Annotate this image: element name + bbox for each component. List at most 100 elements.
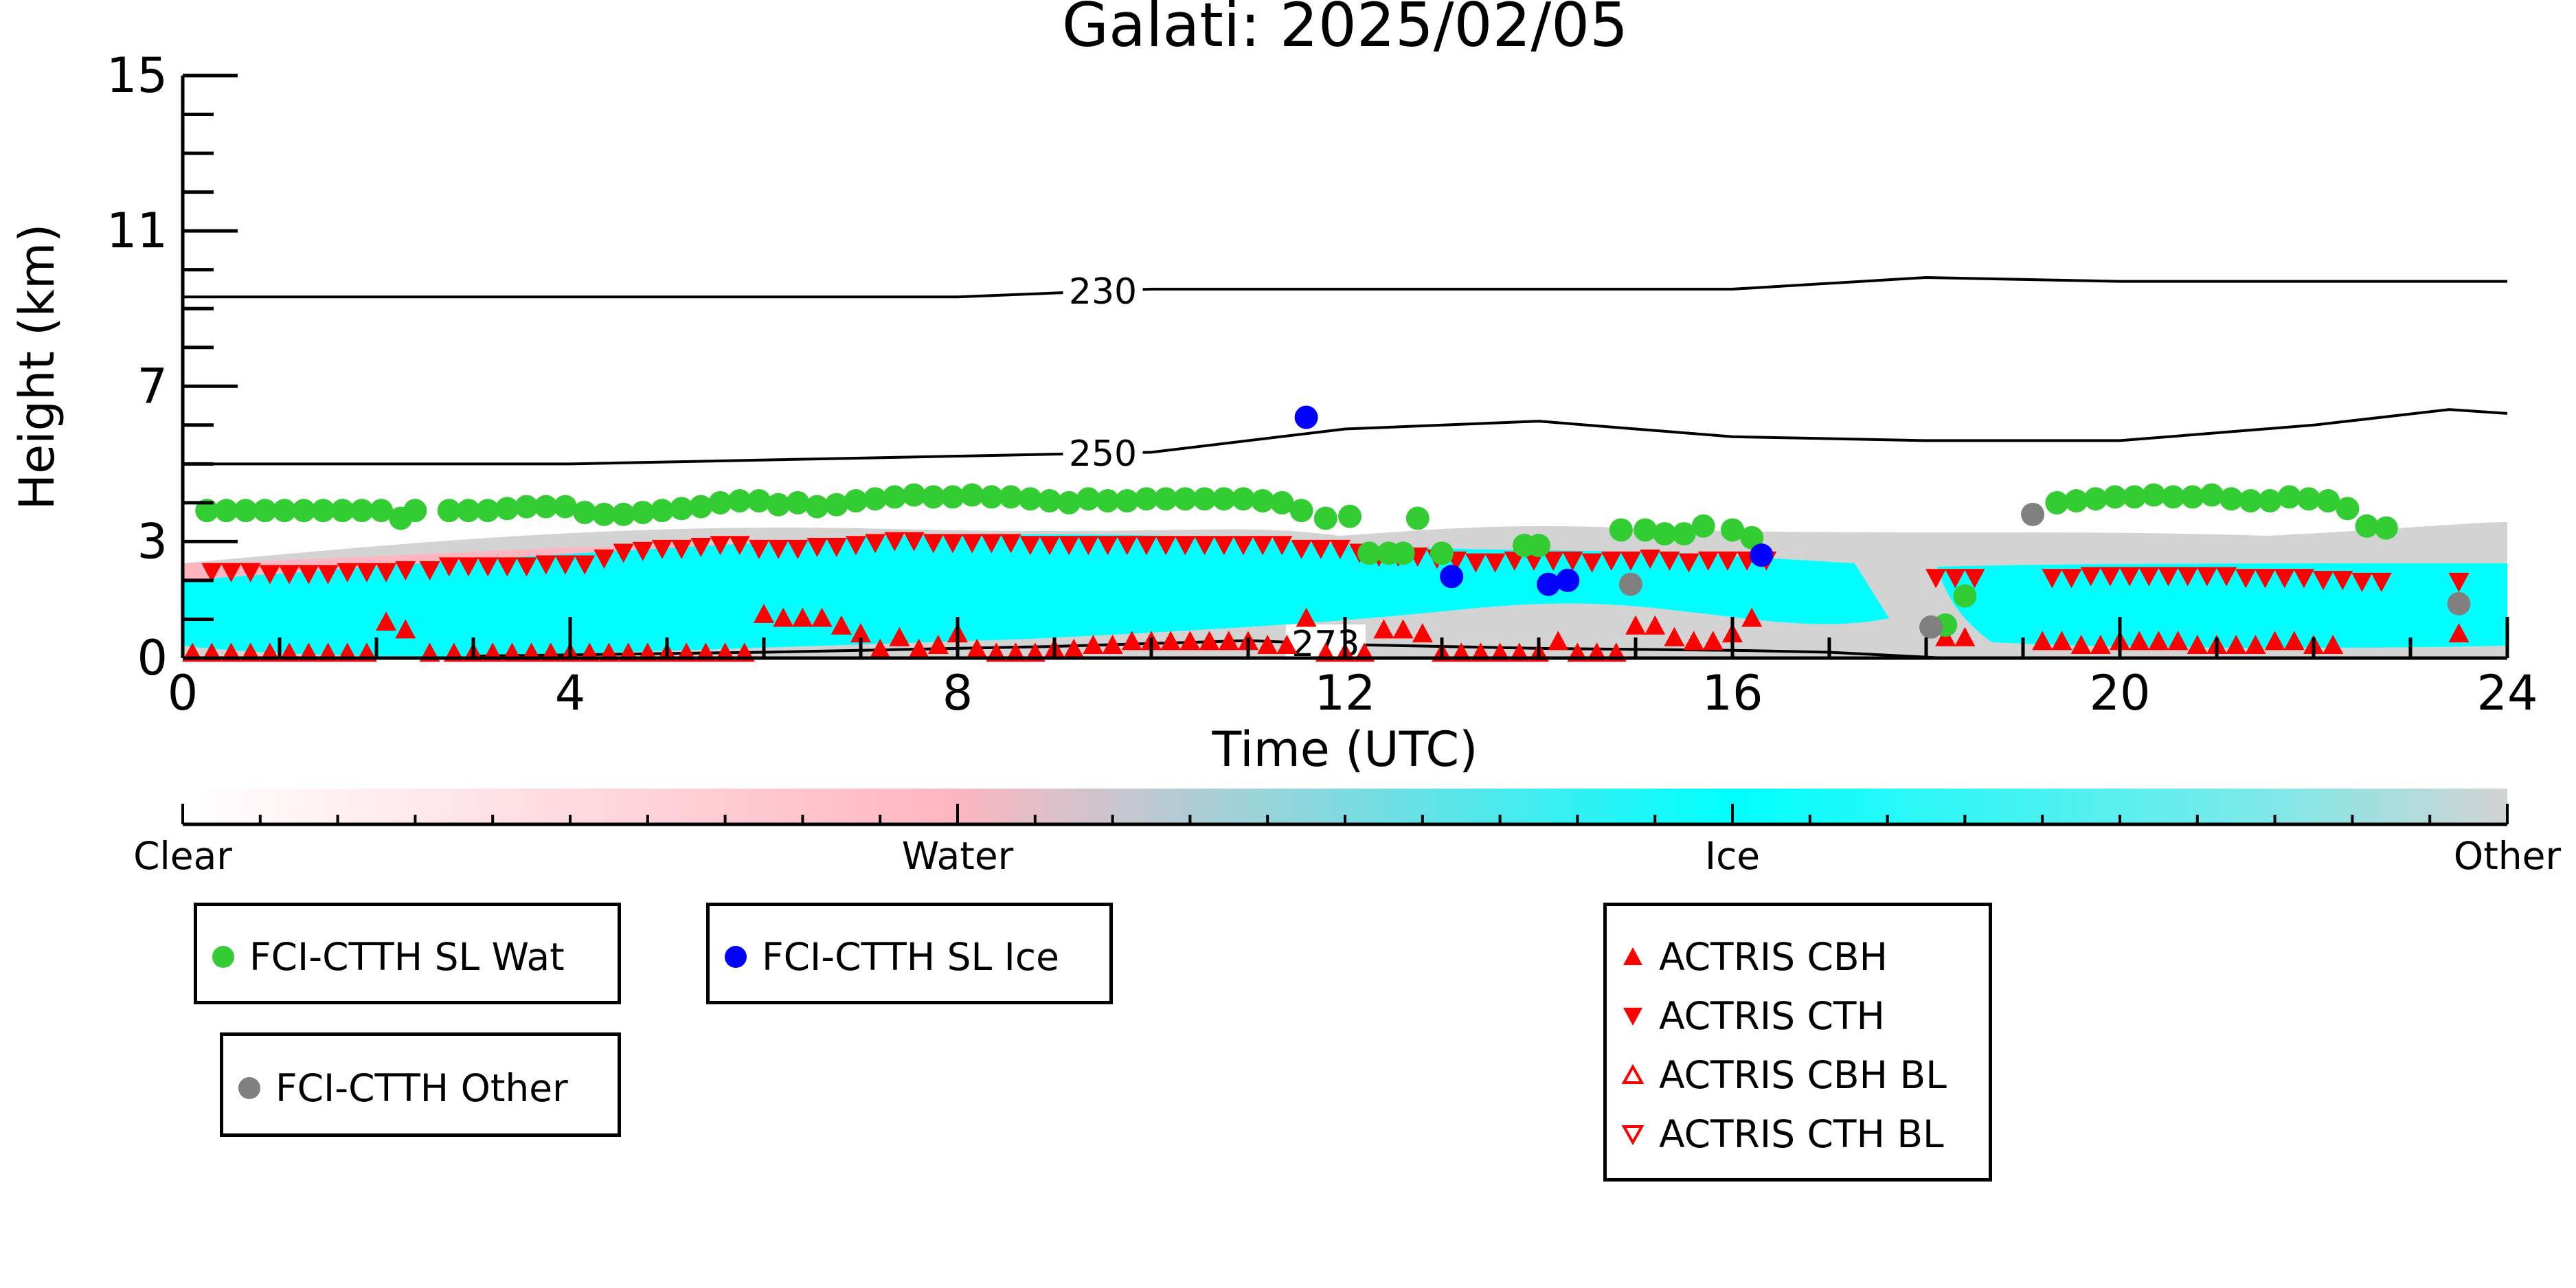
point-actris-cth [1078, 536, 1099, 556]
point-actris-cth [768, 539, 789, 559]
point-fci-ctth-sl-wat [2142, 483, 2166, 507]
point-actris-cbh [792, 607, 813, 627]
point-actris-cth [1310, 539, 1331, 559]
x-tick-label: 4 [555, 665, 586, 721]
point-actris-cbh [1179, 631, 1201, 651]
point-fci-ctth-sl-wat [2123, 485, 2147, 509]
point-fci-ctth-sl-wat [650, 499, 674, 523]
point-fci-ctth-sl-wat [1018, 487, 1042, 511]
point-fci-ctth-sl-wat [2277, 485, 2301, 509]
point-actris-cbh [2051, 631, 2072, 651]
point-actris-cth [1019, 536, 1041, 556]
point-actris-cbh [1218, 631, 1239, 651]
point-actris-cbh [1548, 631, 1569, 651]
point-fci-ctth-sl-wat [708, 490, 732, 515]
contour-label-bg [1063, 433, 1143, 473]
legend-label-other: FCI-CTTH Other [275, 1066, 568, 1110]
x-tick-label: 24 [2476, 665, 2538, 721]
point-actris-cth [1272, 536, 1293, 556]
point-actris-cth [574, 555, 596, 575]
point-fci-ctth-sl-ice [1537, 572, 1561, 596]
point-fci-ctth-sl-wat [2161, 485, 2185, 509]
point-actris-cbh [1160, 631, 1182, 651]
x-tick-label: 16 [1702, 665, 1763, 721]
point-actris-cth [2216, 567, 2237, 587]
point-fci-ctth-sl-wat [253, 499, 277, 523]
point-fci-ctth-sl-wat [2180, 485, 2204, 509]
point-fci-ctth-sl-wat [1653, 522, 1677, 546]
point-fci-ctth-sl-wat [805, 495, 829, 519]
point-actris-cth [1175, 536, 1196, 556]
point-actris-cbh [2245, 635, 2266, 655]
point-actris-cth [395, 561, 416, 580]
point-actris-cth [884, 532, 905, 552]
x-ticks: 0 4 8 12 16 20 24 [168, 617, 2538, 721]
point-actris-cth [2351, 572, 2373, 592]
point-fci-ctth-sl-wat [1405, 506, 1430, 530]
point-fci-ctth-sl-wat [727, 489, 752, 513]
point-fci-ctth-sl-wat [1270, 490, 1294, 515]
point-actris-cth [356, 563, 377, 583]
point-actris-cth [2332, 571, 2353, 591]
gray-circle-icon [238, 1077, 260, 1099]
x-tick-label: 20 [2089, 665, 2150, 721]
contour-line-230 [183, 275, 2507, 299]
legend-sl-ice: FCI-CTTH SL Ice [706, 903, 1113, 1004]
point-actris-cth [1562, 551, 1583, 571]
point-fci-ctth-sl-wat [2064, 489, 2088, 513]
point-actris-cbh [927, 635, 949, 655]
point-actris-cbh [2283, 631, 2305, 651]
point-actris-cbh [2167, 631, 2189, 651]
point-actris-cth [2138, 567, 2160, 587]
point-actris-cth [2274, 569, 2295, 589]
point-fci-ctth-sl-wat [1338, 504, 1362, 528]
point-fci-ctth-other [1919, 615, 1943, 639]
point-fci-ctth-sl-wat [2316, 489, 2340, 513]
point-fci-ctth-sl-ice [1440, 565, 1464, 589]
point-fci-ctth-sl-wat [1691, 514, 1715, 538]
point-actris-cth [1601, 551, 1622, 571]
point-actris-cth [2177, 567, 2198, 587]
point-actris-cth [337, 563, 358, 583]
point-actris-cth [2158, 567, 2179, 587]
point-actris-cth [806, 538, 828, 558]
point-actris-cth [2371, 572, 2392, 592]
legend-entry-sl-wat: FCI-CTTH SL Wat [210, 935, 565, 979]
point-fci-ctth-sl-ice [1750, 543, 1774, 567]
point-actris-cbh [811, 607, 833, 627]
point-actris-cth [438, 557, 460, 577]
point-actris-cbh [1257, 635, 1278, 655]
legend-entry-sl-ice: FCI-CTTH SL Ice [722, 935, 1059, 979]
point-fci-ctth-sl-wat [592, 502, 616, 526]
point-actris-cbh [967, 638, 988, 658]
green-circle-icon [212, 946, 234, 968]
point-actris-cth [2099, 567, 2121, 587]
point-fci-ctth-sl-wat [824, 493, 848, 517]
point-actris-cbh [1702, 631, 1724, 651]
point-fci-ctth-sl-wat [515, 495, 539, 519]
point-fci-ctth-sl-wat [767, 493, 791, 517]
point-actris-cbh [2226, 635, 2247, 655]
point-fci-ctth-sl-wat [1173, 487, 1197, 511]
point-actris-cbh [2448, 623, 2470, 643]
colorbar-ticks [181, 804, 2509, 824]
point-fci-ctth-sl-wat [330, 499, 354, 523]
point-fci-ctth-sl-wat [2296, 487, 2320, 511]
point-actris-cbh [1276, 635, 1298, 655]
point-fci-ctth-sl-wat [2374, 516, 2398, 540]
point-fci-ctth-sl-wat [902, 483, 926, 507]
point-fci-ctth-sl-wat [350, 499, 374, 523]
legend-label-sl-ice: FCI-CTTH SL Ice [762, 935, 1059, 979]
contour-line-250 [183, 408, 2507, 466]
point-actris-cth [787, 539, 809, 559]
point-fci-ctth-sl-wat [1357, 541, 1381, 565]
point-fci-ctth-sl-wat [921, 485, 945, 509]
point-actris-cth [1945, 569, 1966, 589]
point-actris-cth [1659, 551, 1680, 571]
point-fci-ctth-sl-wat [1115, 489, 1139, 513]
triangle-down-open-icon [1621, 1125, 1645, 1146]
point-fci-ctth-sl-wat [1096, 489, 1120, 513]
point-actris-cth [279, 565, 300, 585]
point-actris-cth [1581, 553, 1603, 573]
point-actris-cbh [850, 623, 871, 643]
